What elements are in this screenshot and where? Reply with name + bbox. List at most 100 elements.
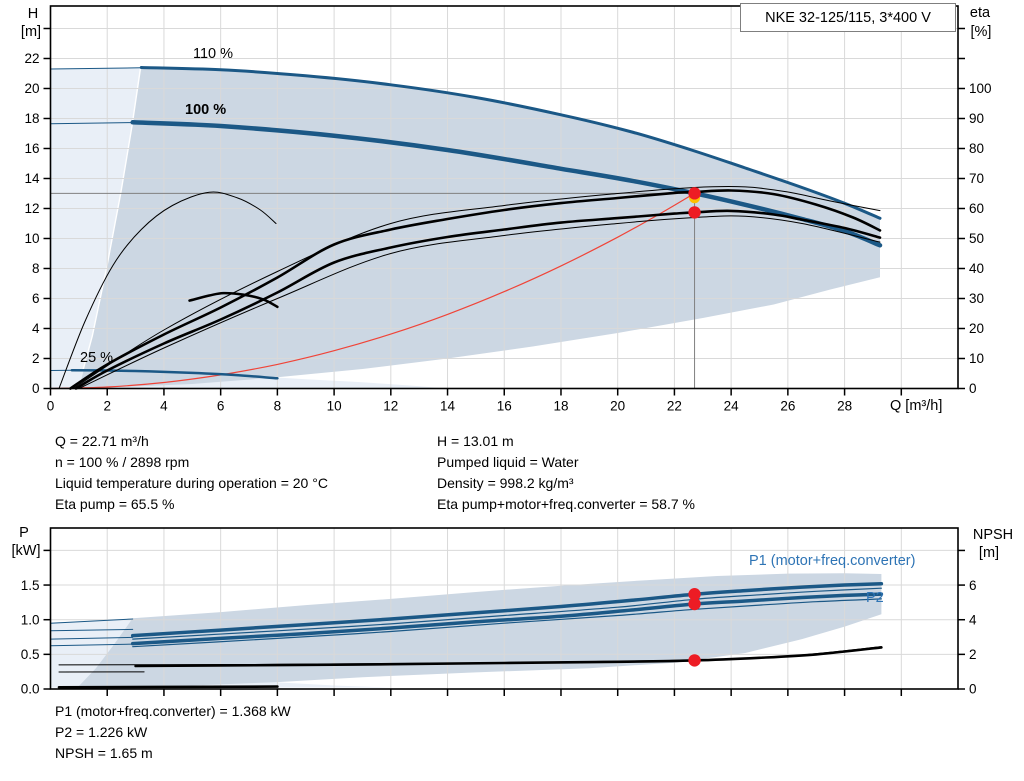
eta-tick-label: 70 (969, 171, 984, 186)
H-tick-label: 12 (24, 201, 39, 216)
p2-tolerance (132, 598, 882, 648)
region-pale-left (50, 67, 140, 388)
eta-tick-label: 90 (969, 111, 984, 126)
x-tick-label: 28 (837, 399, 852, 414)
duty-point-p2[interactable] (688, 597, 701, 611)
NPSH-tick-label: 4 (969, 612, 977, 627)
x-tick-label: 2 (103, 399, 111, 414)
H-tick-label: 18 (24, 111, 39, 126)
speed-label-100: 100 % (185, 102, 226, 118)
qh-25 (70, 368, 279, 380)
duty-results-left: Q = 22.71 m³/h n = 100 % / 2898 rpm Liquid… (55, 431, 328, 515)
eta-tick-label: 100 (969, 81, 992, 96)
p1-curve (130, 581, 884, 638)
result-line: Liquid temperature during operation = 20… (55, 475, 328, 491)
result-line: H = 13.01 m (437, 433, 514, 449)
y-axis-title-h: H (28, 6, 38, 22)
H-tick-label: 0 (32, 381, 40, 396)
x-tick-label: 16 (497, 399, 512, 414)
eta-pump-tolerance (72, 185, 881, 389)
eta-tick-label: 40 (969, 261, 984, 276)
H-tick-label: 20 (24, 81, 39, 96)
result-line: P2 = 1.226 kW (55, 724, 148, 740)
H-tick-label: 14 (24, 171, 40, 186)
qh-110 (139, 66, 882, 220)
x-tick-label: 14 (440, 399, 456, 414)
region-envelope-p (77, 573, 882, 688)
x-tick-label: 20 (610, 399, 625, 414)
p2-curve (130, 592, 884, 646)
result-line: P1 (motor+freq.converter) = 1.368 kW (55, 703, 291, 719)
curve-label-p2: P2 (866, 590, 884, 606)
y-axis-unit-h: [m] (21, 24, 41, 40)
x-tick-label: 10 (327, 399, 342, 414)
NPSH-tick-label: 6 (969, 578, 977, 593)
NPSH-tick-label: 2 (969, 647, 977, 662)
power-npsh-chart: 0.0 0.5 1.0 1.5 0 2 4 6 P [kW] NPSH [m] P1 (motor+fr… (12, 525, 1014, 697)
p1-tolerance (132, 587, 882, 640)
result-line: Pumped liquid = Water (437, 454, 579, 470)
x-tick-label: 26 (780, 399, 795, 414)
result-line: Q = 22.71 m³/h (55, 433, 149, 449)
result-line: Eta pump+motor+freq.converter = 58.7 % (437, 496, 695, 512)
eta-tick-label: 50 (969, 231, 984, 246)
P-tick-label: 0.5 (21, 647, 40, 662)
y-axis-unit-p: [kW] (12, 543, 41, 559)
result-line: Density = 998.2 kg/m³ (437, 475, 574, 491)
H-tick-label: 8 (32, 261, 40, 276)
result-line: n = 100 % / 2898 rpm (55, 454, 190, 470)
x-tick-label: 22 (667, 399, 682, 414)
power-results: P1 (motor+freq.converter) = 1.368 kW P2 =… (55, 701, 291, 764)
pump-title-box: NKE 32-125/115, 3*400 V (740, 3, 956, 32)
qh-110-ext (50, 67, 142, 70)
eta-tick-label: 80 (969, 141, 984, 156)
eta-25 (58, 191, 277, 389)
duty-results-right: H = 13.01 m Pumped liquid = Water Density … (437, 431, 695, 515)
H-tick-label: 22 (24, 51, 39, 66)
eta-total (74, 209, 882, 390)
curve-label-p1: P1 (motor+freq.converter) (749, 553, 915, 569)
H-tick-label: 2 (32, 351, 40, 366)
H-tick-label: 16 (24, 141, 39, 156)
qh-100-ext (50, 122, 134, 125)
P-tick-label: 1.5 (21, 578, 40, 593)
y-axis-unit-npsh: [m] (979, 545, 999, 561)
speed-label-25: 25 % (80, 350, 113, 366)
NPSH-tick-label: 0 (969, 682, 977, 697)
p-25-curve (57, 685, 279, 689)
speed-label-110: 110 % (193, 46, 233, 62)
duty-point-npsh[interactable] (688, 654, 701, 667)
P-tick-label: 0.0 (21, 682, 40, 697)
eta-tick-label: 30 (969, 291, 984, 306)
P-tick-label: 1.0 (21, 612, 40, 627)
y-axis-unit-eta: [%] (971, 24, 992, 40)
p1-tol-ext (50, 628, 134, 632)
x-tick-label: 6 (217, 399, 225, 414)
p-env-top-ext (50, 618, 134, 624)
y-axis-title-npsh: NPSH (973, 527, 1013, 543)
duty-point-eta-total[interactable] (688, 206, 701, 219)
duty-point-qh[interactable] (688, 187, 701, 200)
y-axis-title-eta: eta (970, 5, 991, 21)
H-tick-label: 6 (32, 291, 40, 306)
x-tick-label: 12 (383, 399, 398, 414)
x-tick-label: 18 (553, 399, 568, 414)
p2-ext (50, 643, 134, 647)
eta-total-tolerance (78, 215, 881, 389)
H-tick-label: 4 (32, 321, 40, 336)
eta-tick-label: 0 (969, 381, 977, 396)
y-axis-title-p: P (19, 525, 29, 541)
eta-tick-label: 10 (969, 351, 984, 366)
H-tick-label: 10 (24, 231, 39, 246)
x-tick-label: 4 (160, 399, 168, 414)
duty-point-p1[interactable] (688, 587, 701, 601)
x-tick-label: 24 (724, 399, 740, 414)
affinity-parabola (49, 192, 696, 390)
eta-tick-label: 20 (969, 321, 984, 336)
result-line: Eta pump = 65.5 % (55, 496, 175, 512)
eta-pump (69, 189, 882, 390)
npsh-curve (134, 646, 883, 668)
x-tick-label: 8 (274, 399, 282, 414)
